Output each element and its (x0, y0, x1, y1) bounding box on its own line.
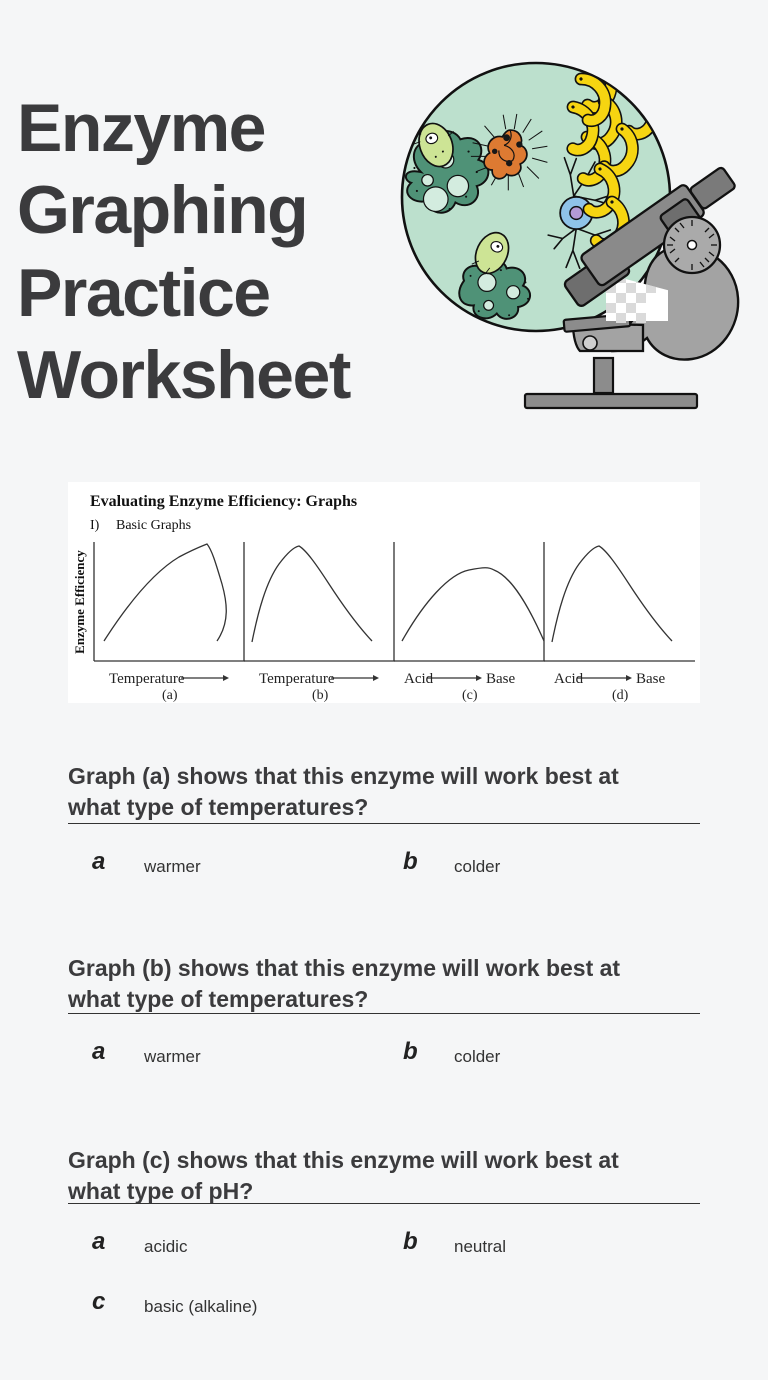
svg-text:(d): (d) (612, 688, 629, 703)
svg-text:Temperature: Temperature (109, 671, 185, 687)
svg-text:Acid: Acid (404, 671, 434, 687)
svg-text:Base: Base (486, 671, 516, 687)
svg-text:(c): (c) (462, 688, 478, 703)
svg-text:Base: Base (636, 671, 666, 687)
svg-text:Enzyme Efficiency: Enzyme Efficiency (72, 550, 87, 654)
svg-text:(b): (b) (312, 688, 329, 703)
svg-text:Temperature: Temperature (259, 671, 335, 687)
svg-text:Acid: Acid (554, 671, 584, 687)
svg-text:(a): (a) (162, 688, 178, 703)
